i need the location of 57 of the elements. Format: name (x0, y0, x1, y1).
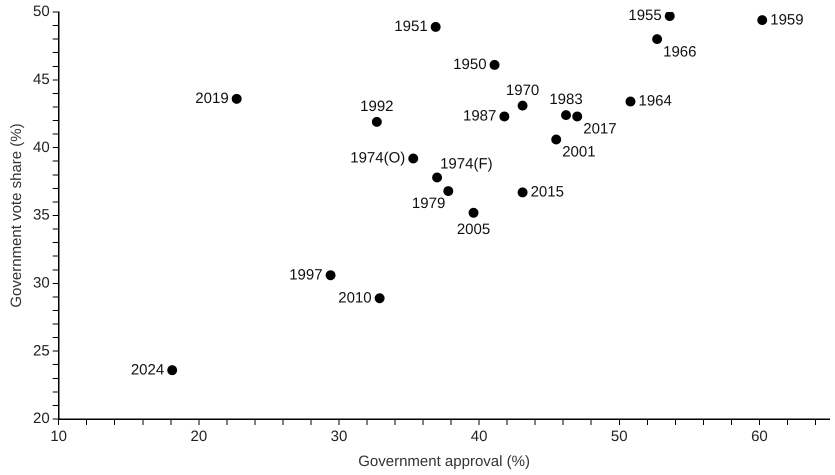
point (232, 94, 242, 104)
annotation: 2015 (530, 184, 564, 201)
point (443, 186, 454, 196)
point (408, 154, 418, 164)
annotation: 1997 (289, 266, 323, 284)
annotation: 1950 (453, 56, 487, 74)
point (518, 187, 528, 198)
annotation: 1974(O) (350, 150, 406, 167)
point (167, 365, 178, 376)
point (430, 22, 441, 32)
annotation: 1966 (663, 43, 696, 60)
point (551, 134, 562, 145)
annotation: 2024 (130, 361, 164, 378)
x-tick-label: 30 (330, 428, 348, 446)
y-tick-label: 25 (32, 342, 50, 360)
point (625, 96, 636, 107)
annotation: 1987 (462, 108, 496, 125)
y-tick-label: 30 (32, 274, 50, 292)
point (561, 110, 572, 120)
annotation: 1951 (394, 18, 428, 36)
y-tick-label: 35 (32, 206, 50, 224)
annotation: 2010 (338, 289, 372, 306)
annotation: 2019 (195, 90, 229, 107)
point (468, 208, 479, 218)
point (499, 111, 510, 122)
point (664, 12, 675, 22)
x-tick-label: 50 (610, 428, 628, 446)
annotation: 1970 (506, 82, 540, 99)
annotation: 1992 (360, 98, 394, 116)
annotation: 1964 (638, 92, 672, 110)
y-tick-label: 50 (32, 3, 50, 20)
point (518, 100, 528, 111)
point (652, 34, 662, 44)
point (372, 116, 382, 127)
annotation: 1979 (412, 195, 446, 212)
y-tick-label: 20 (32, 410, 50, 428)
annotation: 1955 (628, 7, 662, 24)
annotation: 2017 (583, 120, 617, 138)
point (757, 15, 768, 26)
point (490, 60, 500, 70)
x-axis-title: Government approval (%) (358, 453, 530, 470)
point (374, 293, 385, 304)
point (326, 270, 336, 280)
point (572, 111, 582, 122)
x-tick-label: 60 (751, 428, 768, 446)
annotation: 1983 (549, 91, 583, 108)
point (432, 172, 442, 183)
x-tick-label: 20 (190, 428, 208, 446)
y-tick-label: 40 (32, 138, 50, 156)
annotation: 2005 (456, 220, 490, 238)
x-tick-label: 40 (470, 428, 488, 446)
y-tick-label: 45 (32, 70, 50, 88)
annotation: 1959 (770, 11, 804, 28)
annotation: 1974(F) (440, 156, 493, 173)
y-axis-title: Government vote share (%) (8, 123, 26, 308)
x-tick-label: 10 (50, 428, 68, 446)
annotation: 2001 (562, 144, 596, 161)
